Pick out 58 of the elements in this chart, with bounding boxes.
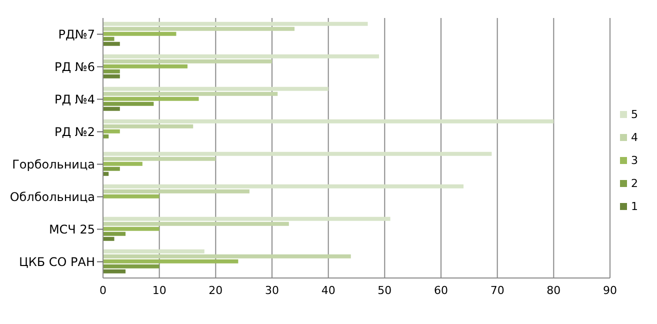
bar: [103, 184, 464, 188]
bar: [103, 86, 328, 91]
bar: [103, 124, 194, 128]
bar: [103, 64, 188, 68]
bar: [103, 106, 120, 111]
bar: [103, 254, 351, 258]
legend-label: 3: [631, 154, 638, 167]
bar: [103, 102, 154, 106]
legend-label: 2: [631, 177, 638, 190]
bar: [103, 156, 216, 161]
y-tick-label: Облбольница: [10, 190, 95, 204]
bar: [103, 259, 238, 264]
bar: [103, 232, 126, 236]
bar: [103, 96, 199, 101]
x-tick-label: 50: [378, 284, 392, 297]
bar: [103, 236, 114, 241]
bar: [103, 269, 126, 274]
bar: [103, 189, 250, 194]
bar: [103, 166, 120, 171]
bar: [103, 69, 120, 74]
bar: [103, 226, 160, 231]
x-tick-label: 30: [265, 284, 279, 297]
bar: [103, 194, 160, 198]
x-tick-label: 20: [208, 284, 223, 297]
x-tick-label: 0: [100, 284, 106, 297]
bar: [103, 54, 380, 58]
legend-label: 5: [631, 108, 638, 121]
bar: [103, 26, 295, 31]
y-tick-label: РД №2: [54, 125, 95, 140]
bar: [103, 32, 176, 36]
bar: [103, 222, 289, 226]
x-tick-label: 70: [490, 284, 504, 297]
x-tick-label: 90: [603, 284, 617, 297]
bar: [103, 216, 390, 221]
y-tick-label: Горбольница: [12, 158, 95, 172]
y-tick-label: РД №4: [54, 92, 95, 107]
bar: [103, 129, 120, 134]
bar: [103, 152, 492, 156]
legend-label: 1: [631, 200, 638, 213]
bar: [103, 59, 272, 64]
y-tick-label: РД№7: [58, 28, 95, 42]
x-tick-label: 10: [152, 284, 166, 297]
x-tick-label: 80: [546, 284, 561, 297]
bar: [103, 249, 204, 254]
bar: [103, 36, 114, 41]
bar: [103, 264, 160, 268]
bar: [103, 92, 278, 96]
legend-label: 4: [631, 131, 638, 144]
bar: [103, 162, 142, 166]
y-tick-label: РД №6: [54, 60, 95, 74]
y-tick-label: ЦКБ СО РАН: [19, 255, 95, 270]
y-tick-label: МСЧ 25: [48, 222, 95, 237]
x-tick-label: 60: [434, 284, 448, 297]
x-tick-label: 40: [321, 284, 336, 297]
bar: [103, 119, 554, 124]
bar: [103, 22, 368, 26]
bar: [103, 42, 120, 46]
bar: [103, 74, 120, 78]
